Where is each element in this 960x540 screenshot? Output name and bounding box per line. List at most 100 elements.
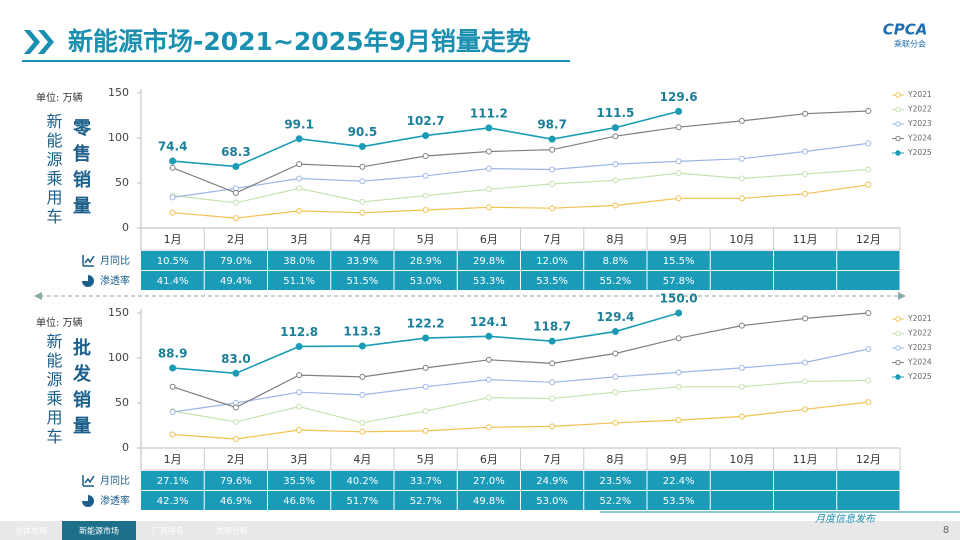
- legend-label: Y2025: [907, 148, 932, 157]
- data-point: [612, 161, 619, 168]
- data-point: [422, 427, 429, 434]
- data-point: [675, 124, 682, 131]
- legend-label: Y2021: [907, 90, 932, 99]
- series-line: [172, 184, 869, 219]
- data-point: [296, 403, 303, 410]
- data-point: [296, 161, 303, 168]
- data-point: [675, 158, 682, 165]
- legend-swatch: [895, 121, 901, 127]
- data-point: [612, 389, 619, 396]
- data-label: 112.8: [280, 325, 318, 339]
- data-point: [612, 202, 619, 209]
- legend-swatch: [895, 150, 901, 156]
- data-point: [359, 178, 366, 185]
- data-point: [169, 209, 176, 216]
- data-label: 98.7: [537, 118, 567, 132]
- table-cell: 35.5%: [283, 476, 315, 487]
- data-point: [232, 418, 239, 425]
- data-point: [422, 192, 429, 199]
- data-point: [358, 342, 366, 350]
- data-point: [485, 124, 493, 132]
- data-point: [802, 359, 809, 366]
- x-tick-label: 6月: [480, 453, 498, 466]
- table-cell: 55.2%: [599, 276, 631, 287]
- data-point: [802, 378, 809, 385]
- footer-tab[interactable]: 新能源市场: [79, 526, 119, 536]
- data-point: [865, 181, 872, 188]
- data-point: [738, 364, 745, 371]
- table-cell: 8.8%: [603, 256, 628, 267]
- data-point: [169, 364, 177, 372]
- series-line: [172, 312, 869, 409]
- data-point: [738, 117, 745, 124]
- unit-label: 单位: 万辆: [36, 316, 83, 329]
- table-cell: 51.1%: [283, 276, 315, 287]
- data-point: [865, 108, 872, 114]
- legend-label: Y2023: [907, 119, 932, 128]
- table-cell: 29.8%: [473, 256, 505, 267]
- data-point: [549, 379, 556, 386]
- table-cell: 51.7%: [346, 496, 378, 507]
- data-point: [232, 199, 239, 206]
- table-cell: 10.5%: [157, 256, 189, 267]
- footer-bar: [0, 521, 960, 540]
- x-tick-label: 9月: [670, 233, 688, 246]
- data-point: [865, 140, 872, 147]
- data-point: [232, 369, 240, 377]
- data-point: [611, 328, 619, 336]
- data-point: [802, 110, 809, 117]
- side-label: 新能源乘用车: [44, 113, 63, 227]
- x-tick-label: 4月: [353, 233, 371, 246]
- table-cell: 40.2%: [346, 476, 378, 487]
- active-tab[interactable]: [62, 521, 136, 540]
- x-tick-label: 1月: [164, 453, 182, 466]
- data-point: [422, 408, 429, 415]
- logo: CPCA: [883, 21, 928, 39]
- series-line: [172, 348, 869, 413]
- row-icon: [82, 495, 94, 507]
- data-point: [549, 205, 556, 212]
- data-point: [612, 133, 619, 140]
- legend-swatch: [895, 359, 901, 366]
- data-point: [422, 207, 429, 213]
- chart-label: 零售销量: [70, 118, 92, 222]
- data-point: [359, 198, 366, 205]
- data-label: 74.4: [158, 140, 188, 154]
- data-point: [485, 424, 492, 431]
- data-point: [296, 427, 303, 433]
- data-label: 90.5: [348, 125, 378, 139]
- data-point: [549, 395, 556, 402]
- footer-tab[interactable]: 厂商排名: [152, 526, 184, 536]
- data-point: [485, 148, 492, 155]
- data-point: [422, 334, 430, 342]
- data-point: [485, 394, 492, 401]
- series-line: [172, 168, 869, 204]
- table-cell: 38.0%: [283, 256, 315, 267]
- x-tick-label: 9月: [670, 453, 688, 466]
- data-label: 150.0: [660, 292, 698, 306]
- x-tick-label: 8月: [606, 453, 624, 466]
- x-tick-label: 11月: [793, 233, 818, 246]
- x-tick-label: 3月: [290, 233, 308, 246]
- series-line: [172, 379, 869, 424]
- logo-sub: 乘联分会: [894, 39, 926, 49]
- footer-tab[interactable]: 市场分析: [216, 526, 248, 536]
- x-tick-label: 4月: [353, 453, 371, 466]
- x-tick-label: 2月: [227, 453, 245, 466]
- unit-label: 单位: 万辆: [36, 91, 83, 104]
- table-cell: 28.9%: [410, 256, 442, 267]
- table-cell: 46.8%: [283, 496, 315, 507]
- data-point: [359, 209, 366, 216]
- data-point: [295, 342, 303, 350]
- data-point: [675, 309, 683, 317]
- data-point: [865, 399, 872, 406]
- row-icon: [82, 275, 94, 287]
- data-label: 111.5: [596, 106, 634, 120]
- data-point: [548, 135, 556, 143]
- x-tick-label: 7月: [543, 453, 561, 466]
- footer-tab[interactable]: 总体市场: [15, 526, 47, 536]
- x-tick-label: 12月: [856, 233, 881, 246]
- x-tick-label: 1月: [164, 233, 182, 246]
- data-point: [485, 165, 492, 172]
